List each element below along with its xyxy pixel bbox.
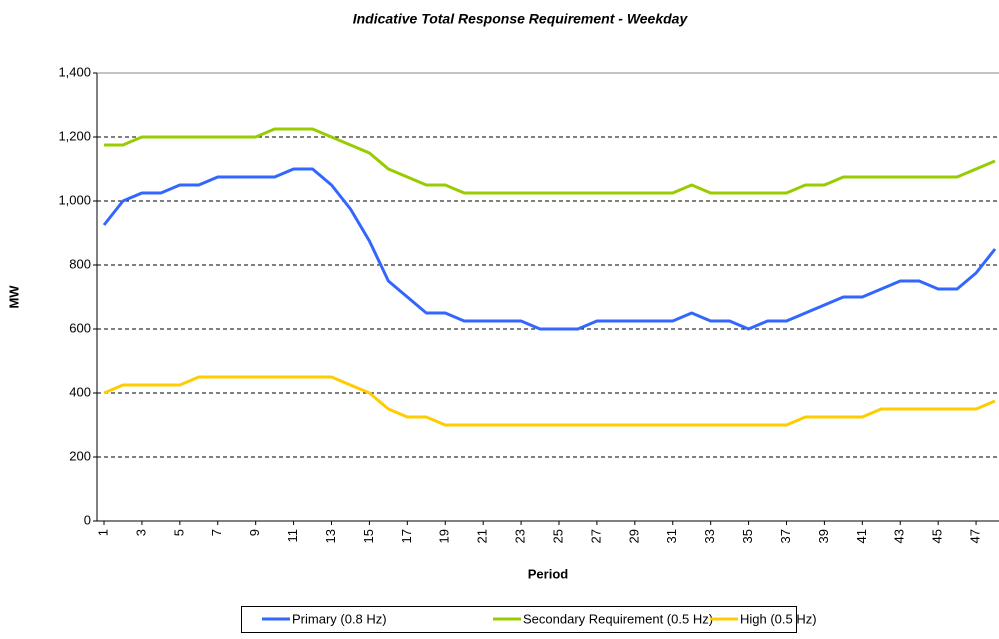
y-tick-label: 600 bbox=[69, 320, 91, 335]
legend-label: Primary (0.8 Hz) bbox=[292, 611, 387, 626]
x-tick-label: 45 bbox=[930, 529, 945, 543]
x-tick-label: 25 bbox=[550, 529, 565, 543]
x-tick-label: 9 bbox=[247, 529, 262, 536]
x-tick-label: 27 bbox=[588, 529, 603, 543]
x-tick-label: 7 bbox=[209, 529, 224, 536]
x-tick-label: 43 bbox=[892, 529, 907, 543]
x-axis-label: Period bbox=[528, 566, 569, 581]
x-tick-label: 33 bbox=[702, 529, 717, 543]
series-line bbox=[103, 375, 996, 427]
x-tick-label: 35 bbox=[740, 529, 755, 543]
x-tick-label: 47 bbox=[967, 529, 982, 543]
chart-title: Indicative Total Response Requirement - … bbox=[353, 11, 689, 27]
x-tick-label: 39 bbox=[816, 529, 831, 543]
x-tick-label: 5 bbox=[171, 529, 186, 536]
x-tick-label: 11 bbox=[285, 529, 300, 543]
x-tick-label: 41 bbox=[854, 529, 869, 543]
x-tick-label: 29 bbox=[626, 529, 641, 543]
legend: Primary (0.8 Hz) Secondary Requirement (0… bbox=[262, 611, 817, 626]
series-line bbox=[102, 167, 997, 331]
series-line bbox=[104, 127, 996, 195]
y-tick-label: 1,000 bbox=[58, 192, 91, 207]
x-tick-label: 15 bbox=[361, 529, 376, 543]
x-tick-label: 13 bbox=[323, 529, 338, 543]
x-tick-label: 37 bbox=[778, 529, 793, 543]
y-axis-label: MW bbox=[6, 285, 21, 309]
x-tick-label: 19 bbox=[437, 529, 452, 543]
y-tick-label: 200 bbox=[69, 448, 91, 463]
y-tick-label: 1,200 bbox=[58, 128, 91, 143]
x-tick-label: 1 bbox=[95, 529, 110, 536]
x-tick-label: 3 bbox=[133, 529, 148, 536]
y-tick-label: 800 bbox=[69, 256, 91, 271]
y-tick-label: 400 bbox=[69, 384, 91, 399]
x-tick-label: 31 bbox=[664, 529, 679, 543]
x-tick-label: 21 bbox=[475, 529, 490, 543]
y-tick-label: 1,400 bbox=[58, 64, 91, 79]
legend-label: Secondary Requirement (0.5 Hz) bbox=[523, 611, 713, 626]
x-tick-label: 23 bbox=[513, 529, 528, 543]
legend-label: High (0.5 Hz) bbox=[740, 611, 817, 626]
y-tick-label: 0 bbox=[84, 512, 91, 527]
x-tick-label: 17 bbox=[399, 529, 414, 543]
